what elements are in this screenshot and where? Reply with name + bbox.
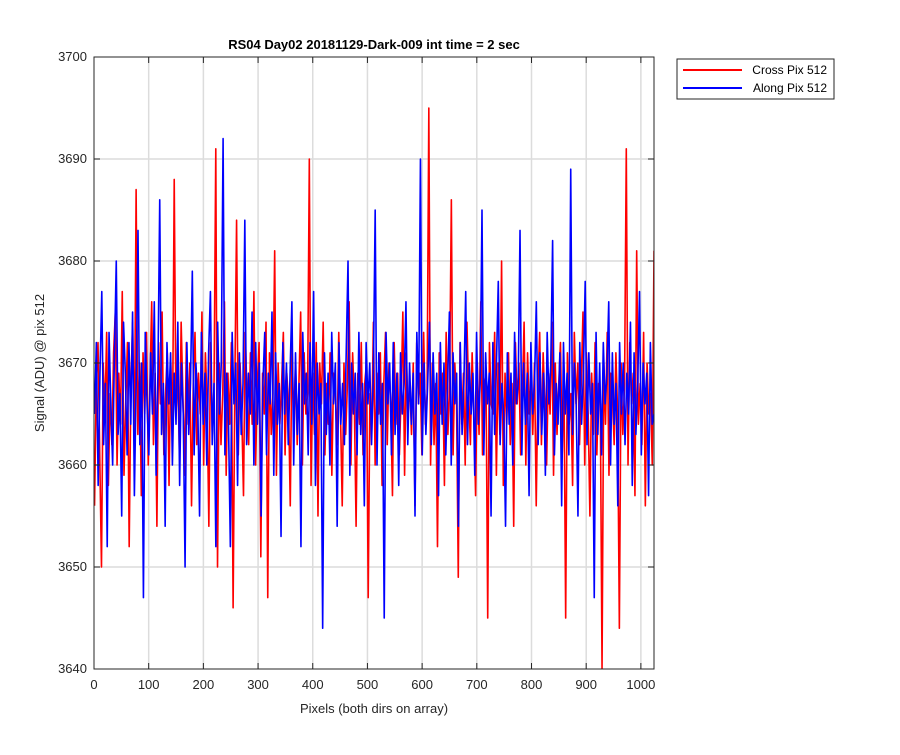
x-tick-label: 900 [575, 677, 597, 692]
legend-label-cross-pix: Cross Pix 512 [752, 63, 827, 77]
x-tick-label: 700 [466, 677, 488, 692]
x-tick-label: 100 [138, 677, 160, 692]
x-axis-label: Pixels (both dirs on array) [300, 701, 448, 716]
y-tick-label: 3700 [58, 49, 87, 64]
x-tick-label: 0 [90, 677, 97, 692]
y-tick-label: 3650 [58, 559, 87, 574]
tick-labels: 0 100 200 300 400 500 600 700 800 900 1000 3640 3650… [58, 49, 655, 692]
x-tick-label: 300 [247, 677, 269, 692]
y-tick-label: 3670 [58, 355, 87, 370]
y-axis-label: Signal (ADU) @ pix 512 [32, 294, 47, 432]
x-tick-label: 600 [411, 677, 433, 692]
axis-ticks [93, 56, 654, 670]
legend-box [676, 58, 835, 100]
series-layer [94, 107, 654, 669]
chart-title: RS04 Day02 20181129-Dark-009 int time = … [228, 37, 520, 52]
y-tick-label: 3660 [58, 457, 87, 472]
x-tick-label: 200 [193, 677, 215, 692]
legend: Cross Pix 512 Along Pix 512 [676, 58, 835, 100]
x-tick-label: 400 [302, 677, 324, 692]
y-tick-label: 3680 [58, 253, 87, 268]
x-tick-label: 500 [357, 677, 379, 692]
y-tick-label: 3640 [58, 661, 87, 676]
legend-label-along-pix: Along Pix 512 [753, 81, 827, 95]
x-tick-label: 1000 [626, 677, 655, 692]
y-tick-label: 3690 [58, 151, 87, 166]
series-line-along-pix-512 [94, 137, 654, 630]
x-tick-label: 800 [521, 677, 543, 692]
